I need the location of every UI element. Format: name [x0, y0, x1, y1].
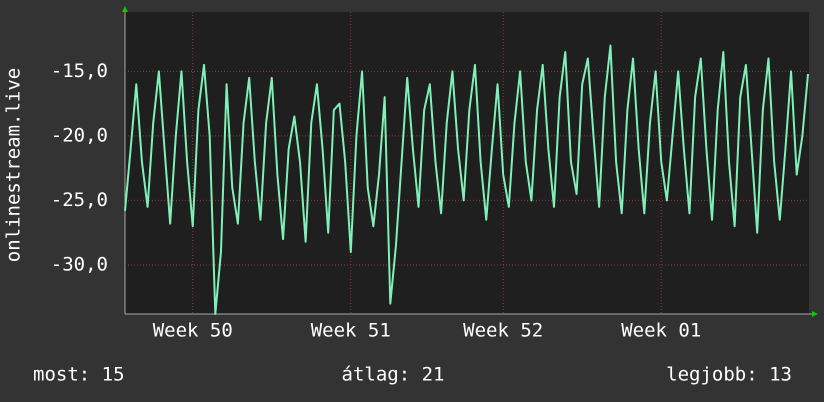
y-tick-label: -20,0 — [51, 124, 108, 146]
y-tick-label: -30,0 — [51, 253, 108, 275]
x-tick-label: Week 51 — [311, 320, 391, 342]
plot: -15,0 -20,0 -25,0 -30,0 Week 50 Week 51 Week 5… — [51, 12, 809, 342]
footer-last: most: 15 — [33, 364, 125, 386]
axis-arrow — [122, 6, 128, 12]
x-tick-label: Week 50 — [153, 320, 233, 342]
x-tick-label: Week 01 — [621, 320, 701, 342]
footer-best: legjobb: 13 — [666, 364, 792, 386]
y-tick-label: -25,0 — [51, 189, 108, 211]
axis-arrow — [812, 311, 818, 317]
y-axis-label: onlinestream.live — [3, 68, 25, 262]
footer-average: átlag: 21 — [342, 364, 445, 386]
x-tick-label: Week 52 — [463, 320, 543, 342]
data-line — [124, 44, 809, 315]
y-tick-label: -15,0 — [51, 60, 108, 82]
